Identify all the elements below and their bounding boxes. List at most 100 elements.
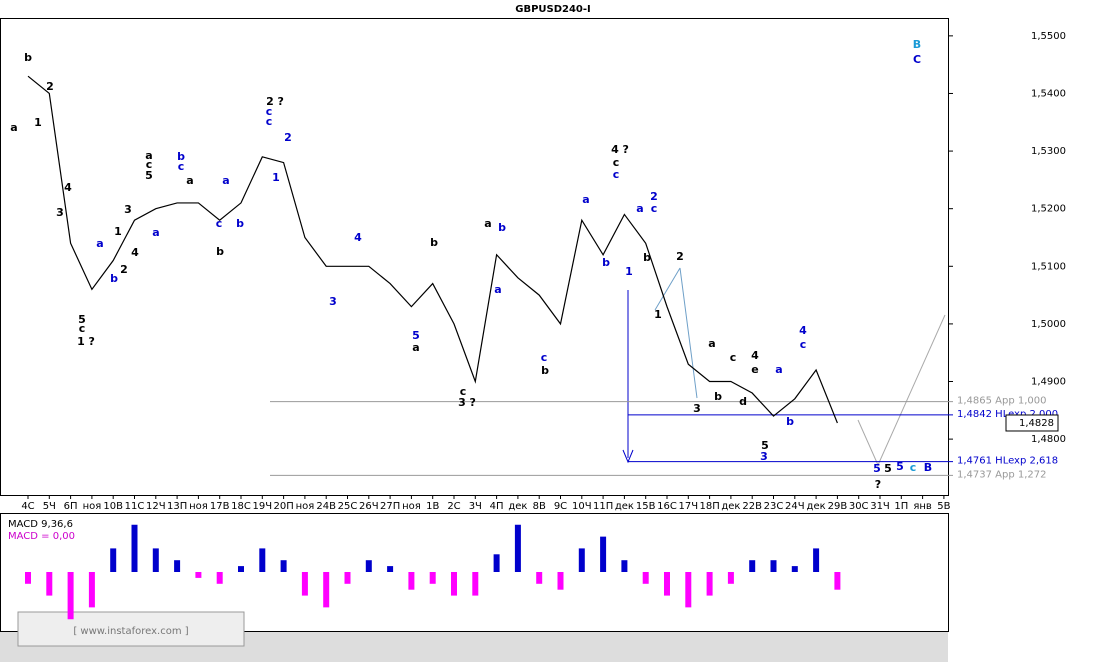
wave-label: C xyxy=(913,53,921,66)
x-tick-label: дек xyxy=(615,501,634,512)
y-tick-label: 1,5400 xyxy=(1031,88,1066,99)
x-tick-label: 2С xyxy=(447,501,460,512)
wave-label: 1 xyxy=(114,225,122,238)
wave-label: 1 xyxy=(654,308,662,321)
wave-label: d xyxy=(739,395,747,408)
wave-label: a xyxy=(186,174,193,187)
watermark: [ www.instaforex.com ] xyxy=(73,626,188,637)
wave-label: b xyxy=(541,364,549,377)
x-tick-label: ноя xyxy=(402,501,421,512)
wave-label: a xyxy=(96,237,103,250)
level-label: 1,4842 HLexp 2,000 xyxy=(957,409,1058,420)
y-tick-label: 1,5500 xyxy=(1031,31,1066,42)
last-price-label: 1,4828 xyxy=(1019,418,1054,429)
x-tick-label: дек xyxy=(807,501,826,512)
x-tick-label: 17Ч xyxy=(679,501,699,512)
level-label: 1,4865 App 1,000 xyxy=(957,396,1047,407)
wave-label: b xyxy=(498,221,506,234)
x-tick-label: 30С xyxy=(849,501,869,512)
wave-label: 5 xyxy=(873,462,881,475)
x-tick-label: 9С xyxy=(554,501,567,512)
wave-label: 4 ? xyxy=(611,143,629,156)
wave-label: 5 xyxy=(884,462,892,475)
wave-label: 5 xyxy=(78,313,86,326)
wave-label: 2 xyxy=(650,190,658,203)
x-tick-label: 22В xyxy=(742,501,762,512)
price-line xyxy=(27,75,838,424)
x-tick-label: 23С xyxy=(764,501,784,512)
wave-label: 1 xyxy=(34,116,42,129)
macd-value: MACD = 0,00 xyxy=(8,531,75,542)
main-panel xyxy=(0,18,949,496)
wave-label: c xyxy=(800,338,807,351)
x-tick-label: 16С xyxy=(657,501,677,512)
wave-label: 2 xyxy=(284,131,292,144)
wave-label: a xyxy=(152,226,159,239)
y-tick-label: 1,5200 xyxy=(1031,204,1066,215)
wave-label: 3 ? xyxy=(458,396,476,409)
x-tick-label: 27П xyxy=(380,501,400,512)
x-tick-label: 25С xyxy=(338,501,358,512)
wave-label: 5 xyxy=(896,460,904,473)
wave-label: c xyxy=(216,217,223,230)
wave-label: 1 ? xyxy=(77,335,95,348)
x-tick-label: 17В xyxy=(210,501,230,512)
wave-label: 5 xyxy=(145,169,153,182)
wave-label: c xyxy=(541,351,548,364)
wave-label: 3 xyxy=(56,206,64,219)
x-tick-label: дек xyxy=(508,501,527,512)
wave-label: c xyxy=(651,202,658,215)
wave-label: c xyxy=(910,461,917,474)
wave-label: 3 xyxy=(693,402,701,415)
x-tick-label: 5Ч xyxy=(43,501,56,512)
wave-label: b xyxy=(24,51,32,64)
wave-label: 4 xyxy=(131,246,139,259)
wave-label: c xyxy=(613,168,620,181)
wave-label: 2 xyxy=(46,80,54,93)
wave-label: 3 xyxy=(329,295,337,308)
wave-label: a xyxy=(636,202,643,215)
level-label: 1,4761 HLexp 2,618 xyxy=(957,456,1058,467)
x-tick-label: 19Ч xyxy=(253,501,273,512)
x-tick-label: 24В xyxy=(316,501,336,512)
wave-line xyxy=(654,267,698,399)
macd-panel xyxy=(0,513,949,632)
wave-label: a xyxy=(582,193,589,206)
x-tick-label: 6П xyxy=(64,501,78,512)
x-tick-label: ноя xyxy=(296,501,315,512)
x-tick-label: ноя xyxy=(83,501,102,512)
last-price-box xyxy=(1005,414,1059,432)
wave-label: 2 ? xyxy=(266,95,284,108)
wave-label: 4 xyxy=(64,181,72,194)
x-tick-label: 29В xyxy=(828,501,848,512)
wave-label: a xyxy=(775,363,782,376)
wave-label: 3 xyxy=(124,203,132,216)
y-tick-label: 1,4800 xyxy=(1031,434,1066,445)
wave-label: a xyxy=(222,174,229,187)
x-tick-label: 26Ч xyxy=(359,501,379,512)
x-tick-label: 15В xyxy=(636,501,656,512)
wave-label: 2 xyxy=(676,250,684,263)
x-tick-label: 11С xyxy=(125,501,145,512)
x-tick-label: 13П xyxy=(167,501,187,512)
wave-label: a xyxy=(484,217,491,230)
wave-label: c xyxy=(146,158,153,171)
wave-label: a xyxy=(708,337,715,350)
x-tick-label: ноя xyxy=(189,501,208,512)
wave-label: c xyxy=(266,105,273,118)
y-tick-label: 1,5100 xyxy=(1031,261,1066,272)
x-tick-label: 20П xyxy=(273,501,293,512)
wave-label: b xyxy=(714,390,722,403)
wave-label: ? xyxy=(875,478,881,491)
x-tick-label: 1П xyxy=(894,501,908,512)
wave-label: a xyxy=(10,121,17,134)
wave-label: b xyxy=(110,272,118,285)
wave-label: b xyxy=(643,251,651,264)
projection-line xyxy=(857,314,946,467)
wave-label: b xyxy=(786,415,794,428)
wave-label: b xyxy=(216,245,224,258)
x-tick-label: янв xyxy=(913,501,932,512)
x-tick-label: 18С xyxy=(231,501,251,512)
wave-label: b xyxy=(236,217,244,230)
